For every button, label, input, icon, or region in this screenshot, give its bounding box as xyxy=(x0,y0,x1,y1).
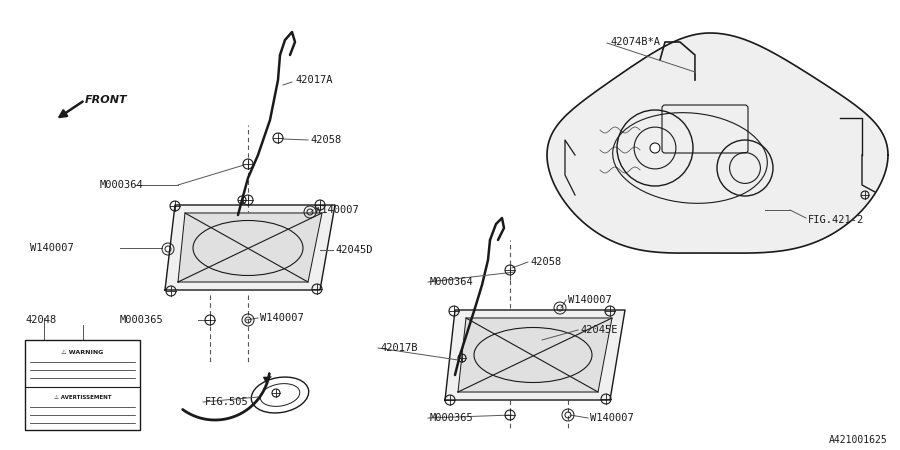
Text: W140007: W140007 xyxy=(568,295,612,305)
Text: 42017A: 42017A xyxy=(295,75,332,85)
FancyBboxPatch shape xyxy=(25,340,140,430)
Text: W140007: W140007 xyxy=(260,313,304,323)
Polygon shape xyxy=(547,33,888,253)
Text: M000365: M000365 xyxy=(120,315,164,325)
Text: M000365: M000365 xyxy=(430,413,473,423)
Polygon shape xyxy=(178,213,322,282)
Text: M000364: M000364 xyxy=(430,277,473,287)
Text: 42058: 42058 xyxy=(310,135,341,145)
Text: 42045D: 42045D xyxy=(335,245,373,255)
Text: W140007: W140007 xyxy=(590,413,634,423)
Text: ⚠ AVERTISSEMENT: ⚠ AVERTISSEMENT xyxy=(54,395,112,400)
Circle shape xyxy=(650,143,660,153)
Text: FRONT: FRONT xyxy=(85,95,128,105)
Text: 42058: 42058 xyxy=(530,257,562,267)
Text: 42045E: 42045E xyxy=(580,325,617,335)
Text: FIG.421-2: FIG.421-2 xyxy=(808,215,864,225)
Text: 42074B*A: 42074B*A xyxy=(610,37,660,47)
Text: M000364: M000364 xyxy=(100,180,144,190)
Text: 42017B: 42017B xyxy=(380,343,418,353)
Polygon shape xyxy=(165,205,335,290)
Text: W140007: W140007 xyxy=(30,243,74,253)
Polygon shape xyxy=(458,318,612,392)
Text: W140007: W140007 xyxy=(315,205,359,215)
Polygon shape xyxy=(445,310,625,400)
Text: A421001625: A421001625 xyxy=(829,435,888,445)
Text: FIG.505: FIG.505 xyxy=(205,397,248,407)
Text: 42048: 42048 xyxy=(25,315,56,325)
Text: ⚠ WARNING: ⚠ WARNING xyxy=(61,350,104,355)
